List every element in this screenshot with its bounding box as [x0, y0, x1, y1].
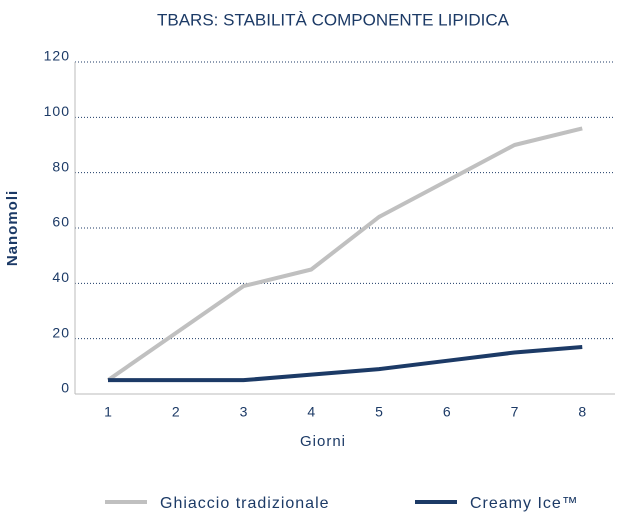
x-tick-label: 4	[307, 404, 315, 420]
y-tick-label: 40	[52, 269, 70, 285]
x-tick-label: 2	[172, 404, 180, 420]
x-tick-label: 1	[104, 404, 112, 420]
x-tick-label: 8	[578, 404, 586, 420]
x-tick-label: 6	[443, 404, 451, 420]
y-tick-label: 120	[44, 48, 70, 64]
y-tick-label: 80	[52, 158, 70, 174]
legend-label: Ghiaccio tradizionale	[160, 495, 330, 512]
y-tick-label: 0	[61, 380, 70, 396]
y-tick-label: 100	[44, 103, 70, 119]
x-tick-label: 3	[240, 404, 248, 420]
y-tick-label: 60	[52, 214, 70, 230]
x-tick-label: 5	[375, 404, 383, 420]
y-tick-label: 20	[52, 324, 70, 340]
series-line	[108, 344, 583, 383]
chart-title: TBARS: STABILITÀ COMPONENTE LIPIDICA	[157, 10, 510, 29]
y-axis-label: Nanomoli	[4, 190, 21, 266]
x-axis-label: Giorni	[300, 433, 346, 450]
series-line	[106, 126, 583, 382]
legend-label: Creamy Ice™	[470, 495, 579, 512]
x-tick-label: 7	[511, 404, 519, 420]
